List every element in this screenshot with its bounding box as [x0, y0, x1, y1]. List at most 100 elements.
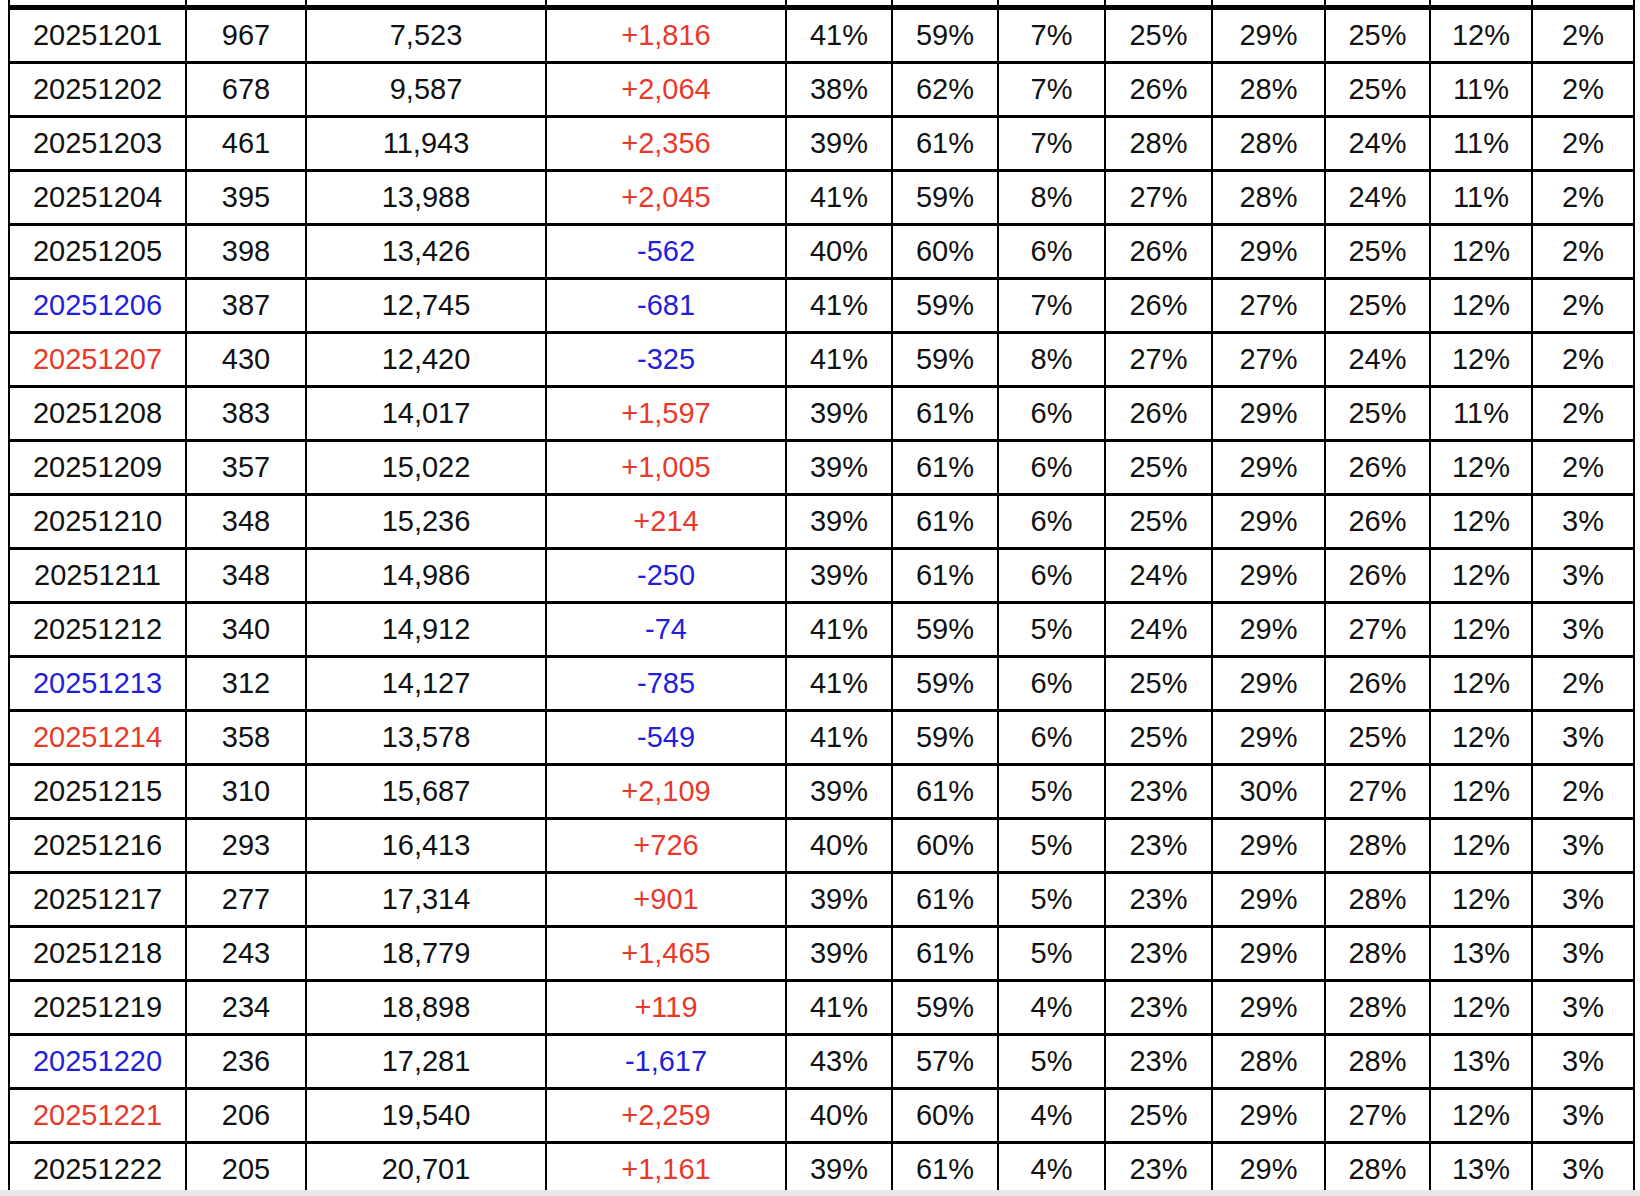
pct-cell-1: 41%	[786, 981, 892, 1035]
pct-cell-2: 59%	[892, 279, 998, 333]
pct-cell-3: 5%	[998, 765, 1105, 819]
pct-cell-4: 25%	[1105, 711, 1212, 765]
pct-cell-8: 2%	[1532, 117, 1634, 171]
pct-cell-6: 24%	[1325, 171, 1430, 225]
delta-cell: -250	[546, 549, 786, 603]
count-cell: 387	[186, 279, 306, 333]
table-row: 2025120439513,988+2,04541%59%8%27%28%24%…	[9, 171, 1634, 225]
pct-cell-6: 27%	[1325, 1089, 1430, 1143]
date-cell: 20251222	[9, 1143, 186, 1196]
pct-cell-6: 25%	[1325, 279, 1430, 333]
date-cell: 20251213	[9, 657, 186, 711]
pct-cell-7: 12%	[1430, 765, 1532, 819]
pct-cell-5: 28%	[1212, 117, 1325, 171]
date-cell: 20251201	[9, 8, 186, 63]
pct-cell-1: 39%	[786, 117, 892, 171]
pct-cell-1: 39%	[786, 441, 892, 495]
page-bottom-strip	[0, 1190, 1640, 1196]
pct-cell-6: 25%	[1325, 711, 1430, 765]
delta-cell: +119	[546, 981, 786, 1035]
pct-cell-7: 12%	[1430, 225, 1532, 279]
total-cell: 14,017	[306, 387, 546, 441]
cutoff-cell	[186, 0, 306, 8]
cutoff-cell	[892, 0, 998, 8]
pct-cell-3: 8%	[998, 333, 1105, 387]
pct-cell-6: 26%	[1325, 495, 1430, 549]
pct-cell-3: 4%	[998, 1089, 1105, 1143]
pct-cell-6: 26%	[1325, 657, 1430, 711]
pct-cell-2: 59%	[892, 333, 998, 387]
total-cell: 15,687	[306, 765, 546, 819]
pct-cell-3: 4%	[998, 981, 1105, 1035]
delta-cell: +2,045	[546, 171, 786, 225]
date-cell: 20251211	[9, 549, 186, 603]
pct-cell-7: 12%	[1430, 8, 1532, 63]
pct-cell-1: 41%	[786, 333, 892, 387]
pct-cell-3: 6%	[998, 657, 1105, 711]
cutoff-cell	[1532, 0, 1634, 8]
pct-cell-3: 5%	[998, 603, 1105, 657]
total-cell: 18,898	[306, 981, 546, 1035]
delta-cell: +1,465	[546, 927, 786, 981]
table-row: 2025121234014,912-7441%59%5%24%29%27%12%…	[9, 603, 1634, 657]
table-row: 2025121134814,986-25039%61%6%24%29%26%12…	[9, 549, 1634, 603]
count-cell: 312	[186, 657, 306, 711]
table-row: 2025121435813,578-54941%59%6%25%29%25%12…	[9, 711, 1634, 765]
count-cell: 340	[186, 603, 306, 657]
pct-cell-6: 28%	[1325, 1035, 1430, 1089]
table-row: 2025122120619,540+2,25940%60%4%25%29%27%…	[9, 1089, 1634, 1143]
pct-cell-1: 39%	[786, 765, 892, 819]
delta-cell: +901	[546, 873, 786, 927]
pct-cell-3: 7%	[998, 8, 1105, 63]
pct-cell-2: 59%	[892, 711, 998, 765]
date-cell: 20251220	[9, 1035, 186, 1089]
pct-cell-3: 6%	[998, 711, 1105, 765]
pct-cell-2: 60%	[892, 225, 998, 279]
pct-cell-6: 28%	[1325, 981, 1430, 1035]
pct-cell-8: 3%	[1532, 819, 1634, 873]
cutoff-cell	[786, 0, 892, 8]
pct-cell-8: 2%	[1532, 171, 1634, 225]
pct-cell-5: 29%	[1212, 8, 1325, 63]
pct-cell-1: 39%	[786, 387, 892, 441]
count-cell: 430	[186, 333, 306, 387]
pct-cell-1: 39%	[786, 1143, 892, 1196]
pct-cell-7: 13%	[1430, 927, 1532, 981]
pct-cell-2: 61%	[892, 927, 998, 981]
date-cell: 20251216	[9, 819, 186, 873]
pct-cell-5: 29%	[1212, 1143, 1325, 1196]
cutoff-row	[9, 0, 1634, 8]
pct-cell-8: 3%	[1532, 495, 1634, 549]
cutoff-cell	[1212, 0, 1325, 8]
pct-cell-2: 61%	[892, 873, 998, 927]
pct-cell-8: 3%	[1532, 549, 1634, 603]
pct-cell-7: 12%	[1430, 711, 1532, 765]
date-cell: 20251212	[9, 603, 186, 657]
pct-cell-7: 12%	[1430, 333, 1532, 387]
cutoff-cell	[9, 0, 186, 8]
count-cell: 358	[186, 711, 306, 765]
pct-cell-8: 3%	[1532, 1143, 1634, 1196]
date-cell: 20251215	[9, 765, 186, 819]
total-cell: 14,986	[306, 549, 546, 603]
delta-cell: +2,259	[546, 1089, 786, 1143]
count-cell: 348	[186, 495, 306, 549]
delta-cell: +1,005	[546, 441, 786, 495]
pct-cell-2: 61%	[892, 387, 998, 441]
pct-cell-7: 12%	[1430, 495, 1532, 549]
pct-cell-5: 29%	[1212, 495, 1325, 549]
pct-cell-6: 24%	[1325, 333, 1430, 387]
pct-cell-7: 11%	[1430, 387, 1532, 441]
count-cell: 243	[186, 927, 306, 981]
total-cell: 15,236	[306, 495, 546, 549]
table-row: 2025120743012,420-32541%59%8%27%27%24%12…	[9, 333, 1634, 387]
pct-cell-7: 12%	[1430, 873, 1532, 927]
pct-cell-3: 7%	[998, 117, 1105, 171]
date-cell: 20251208	[9, 387, 186, 441]
cutoff-cell	[1430, 0, 1532, 8]
delta-cell: +726	[546, 819, 786, 873]
pct-cell-1: 39%	[786, 873, 892, 927]
pct-cell-4: 25%	[1105, 441, 1212, 495]
pct-cell-7: 12%	[1430, 981, 1532, 1035]
pct-cell-8: 3%	[1532, 981, 1634, 1035]
